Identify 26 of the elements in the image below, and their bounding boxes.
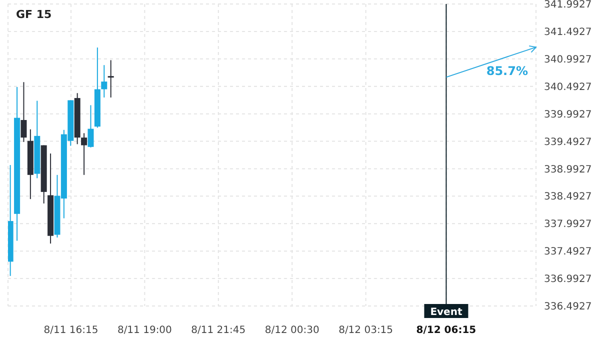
chart-title: GF 15 [16, 8, 52, 21]
y-tick-label: 340.9927 [544, 54, 592, 66]
y-tick-label: 338.9927 [544, 164, 592, 176]
x-tick-label: 8/11 21:45 [191, 325, 246, 336]
y-tick-label: 338.4927 [544, 192, 592, 203]
ref-line-label: Event [430, 307, 462, 318]
x-tick-label: 8/11 19:00 [117, 325, 172, 336]
x-tick-label: 8/11 16:15 [44, 325, 98, 336]
candlestick [101, 64, 108, 98]
y-tick-label: 341.4927 [544, 27, 592, 38]
y-tick-label: 339.9927 [544, 109, 592, 120]
y-tick-label: 337.4927 [544, 246, 592, 258]
x-tick-label: 8/12 00:30 [264, 325, 320, 336]
y-tick-label: 339.4927 [544, 136, 592, 148]
candlestick [108, 60, 114, 98]
y-tick-label: 336.4927 [544, 302, 592, 313]
candlestick [88, 104, 94, 148]
y-tick-label: 336.9927 [544, 274, 592, 286]
x-tick-label: 8/12 03:15 [338, 325, 394, 336]
annotation: 85.7% [486, 64, 528, 78]
y-tick-label: 340.4927 [544, 82, 592, 93]
candlestick [20, 82, 27, 142]
x-tick-label: 8/12 06:15 [416, 325, 476, 336]
y-tick-label: 341.9927 [544, 0, 592, 11]
candlestick [81, 132, 88, 176]
y-tick-label: 337.9927 [544, 219, 592, 230]
